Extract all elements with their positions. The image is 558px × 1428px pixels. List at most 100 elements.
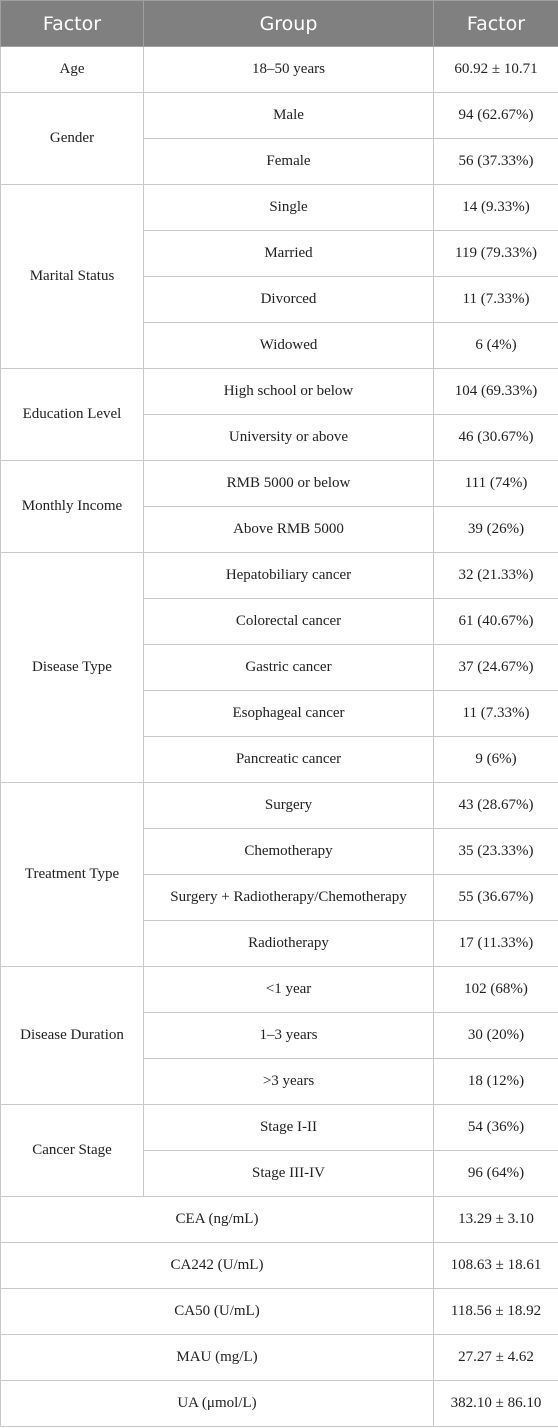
value-cell: 18 (12%) [433,1058,558,1105]
value-cell: 30 (20%) [433,1012,558,1059]
group-cell: University or above [143,414,434,461]
summary-row: MAU (mg/L) 27.27 ± 4.62 [0,1334,558,1381]
group-cell: <1 year [143,966,434,1013]
table-body: Age 18–50 years 60.92 ± 10.71 Gender Male 94 … [0,46,558,1427]
group-cell: Colorectal cancer [143,598,434,645]
value-cell: 39 (26%) [433,506,558,553]
value-cell: 382.10 ± 86.10 [433,1380,558,1427]
table-row: Colorectal cancer 61 (40.67%) [1,598,558,645]
factor-cell: Cancer Stage [0,1104,144,1197]
table-row: Widowed 6 (4%) [1,322,558,369]
header-cell: Factor [433,0,558,47]
value-cell: 108.63 ± 18.61 [433,1242,558,1289]
group-cell: Radiotherapy [143,920,434,967]
value-cell: 35 (23.33%) [433,828,558,875]
value-cell: 61 (40.67%) [433,598,558,645]
header-row: Factor Group Factor [0,0,558,47]
table-row: Age 18–50 years 60.92 ± 10.71 [0,46,558,93]
table-row: Female 56 (37.33%) [1,138,558,185]
table-row: Married 119 (79.33%) [1,230,558,277]
group-cell: Stage I-II [143,1104,434,1151]
table-row: Radiotherapy 17 (11.33%) [1,920,558,967]
value-cell: 17 (11.33%) [433,920,558,967]
group-cell: Single [143,184,434,231]
group-cell: Esophageal cancer [143,690,434,737]
group-cell: Surgery + Radiotherapy/Chemotherapy [143,874,434,921]
table-row: University or above 46 (30.67%) [1,414,558,461]
table-row: Disease Type Hepatobiliary cancer 32 (21.3… [0,552,558,783]
group-cell: >3 years [143,1058,434,1105]
factor-cell: Marital Status [0,184,144,369]
summary-row: CA50 (U/mL) 118.56 ± 18.92 [0,1288,558,1335]
table-row: Surgery + Radiotherapy/Chemotherapy 55 (3… [1,874,558,921]
value-cell: 11 (7.33%) [433,690,558,737]
value-cell: 46 (30.67%) [433,414,558,461]
value-cell: 60.92 ± 10.71 [433,46,558,93]
factor-cell: Education Level [0,368,144,461]
group-cell: Gastric cancer [143,644,434,691]
value-cell: 32 (21.33%) [433,552,558,599]
value-cell: 94 (62.67%) [433,92,558,139]
table-row: Chemotherapy 35 (23.33%) [1,828,558,875]
group-cell: Male [143,92,434,139]
header-cell: Group [143,0,434,47]
factor-cell: Disease Duration [0,966,144,1105]
value-cell: 9 (6%) [433,736,558,783]
group-cell: Married [143,230,434,277]
summary-row: CA242 (U/mL) 108.63 ± 18.61 [0,1242,558,1289]
value-cell: 43 (28.67%) [433,782,558,829]
group-cell: 18–50 years [143,46,434,93]
factor-cell: Monthly Income [0,460,144,553]
value-cell: 54 (36%) [433,1104,558,1151]
header-cell: Factor [0,0,144,47]
group-cell: Widowed [143,322,434,369]
table-row: Education Level High school or below 104 (… [0,368,558,461]
table-row: Gastric cancer 37 (24.67%) [1,644,558,691]
table-row: Above RMB 5000 39 (26%) [1,506,558,553]
summary-label: CA242 (U/mL) [0,1242,434,1289]
table-row: Stage III-IV 96 (64%) [1,1150,558,1197]
factor-cell: Age [0,46,144,93]
table-row: Monthly Income RMB 5000 or below 111 (74%) [0,460,558,553]
value-cell: 119 (79.33%) [433,230,558,277]
group-cell: Stage III-IV [143,1150,434,1197]
table-row: Esophageal cancer 11 (7.33%) [1,690,558,737]
summary-label: CEA (ng/mL) [0,1196,434,1243]
value-cell: 6 (4%) [433,322,558,369]
group-cell: Surgery [143,782,434,829]
summary-label: MAU (mg/L) [0,1334,434,1381]
group-cell: High school or below [143,368,434,415]
table-row: Cancer Stage Stage I-II 54 (36%) [0,1104,558,1197]
table-row: 1–3 years 30 (20%) [1,1012,558,1059]
summary-label: CA50 (U/mL) [0,1288,434,1335]
group-cell: Chemotherapy [143,828,434,875]
value-cell: 37 (24.67%) [433,644,558,691]
value-cell: 111 (74%) [433,460,558,507]
table-row: Treatment Type Surgery 43 (28.67%) [0,782,558,967]
table-row: Disease Duration <1 year 102 (68%) [0,966,558,1105]
group-cell: Female [143,138,434,185]
value-cell: 55 (36.67%) [433,874,558,921]
summary-row: CEA (ng/mL) 13.29 ± 3.10 [0,1196,558,1243]
factor-cell: Disease Type [0,552,144,783]
value-cell: 104 (69.33%) [433,368,558,415]
table-header: Factor Group Factor [0,0,558,47]
value-cell: 96 (64%) [433,1150,558,1197]
table-row: Divorced 11 (7.33%) [1,276,558,323]
summary-label: UA (μmol/L) [0,1380,434,1427]
value-cell: 102 (68%) [433,966,558,1013]
group-cell: Above RMB 5000 [143,506,434,553]
value-cell: 13.29 ± 3.10 [433,1196,558,1243]
table-row: >3 years 18 (12%) [1,1058,558,1105]
group-cell: Divorced [143,276,434,323]
factor-cell: Gender [0,92,144,185]
summary-row: UA (μmol/L) 382.10 ± 86.10 [0,1380,558,1427]
table-row: Gender Male 94 (62.67%) [0,92,558,185]
value-cell: 11 (7.33%) [433,276,558,323]
value-cell: 27.27 ± 4.62 [433,1334,558,1381]
value-cell: 14 (9.33%) [433,184,558,231]
group-cell: RMB 5000 or below [143,460,434,507]
factor-cell: Treatment Type [0,782,144,967]
